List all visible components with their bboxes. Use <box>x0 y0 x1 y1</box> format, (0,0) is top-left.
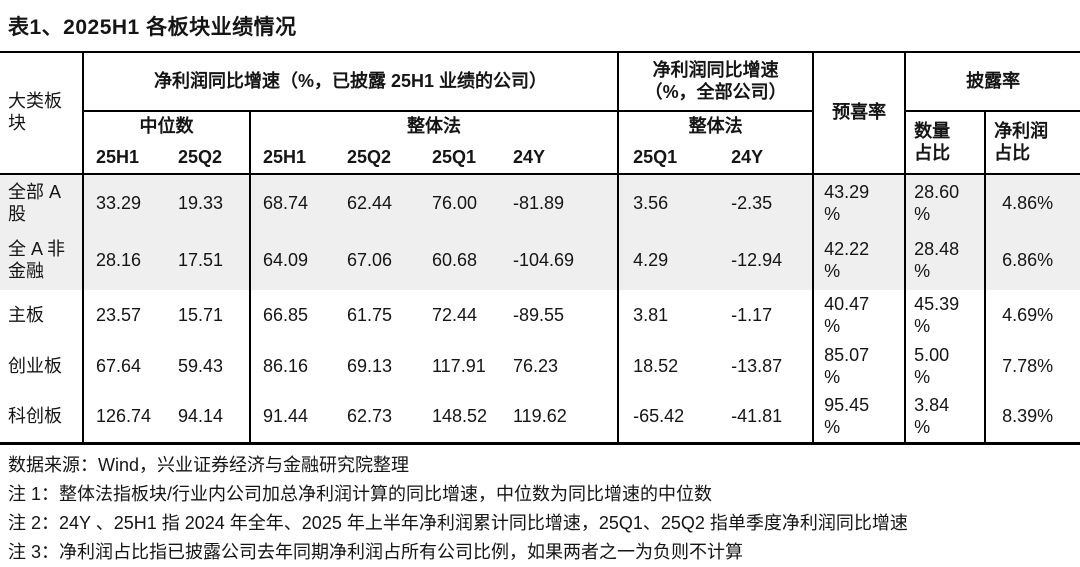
footnote-1: 注 1：整体法指板块/行业内公司加总净利润计算的同比增速，中位数为同比增速的中位… <box>8 483 713 504</box>
cell: 91.44 <box>250 392 335 445</box>
header-25h1-overall: 25H1 <box>250 142 335 175</box>
cell: 68.74 <box>250 174 335 232</box>
table-row-chinext: 创业板 67.64 59.43 86.16 69.13 117.91 76.23… <box>0 341 1080 392</box>
cell: 66.85 <box>263 304 309 325</box>
cell: 64.09 <box>250 232 335 290</box>
cell: 28.60 % <box>905 174 987 232</box>
row-label: 科创板 <box>0 392 84 445</box>
cell: 60.68 <box>420 232 505 290</box>
cell: 119.62 <box>505 392 620 445</box>
cell: 19.33 <box>166 174 251 232</box>
data-source-note: 数据来源：Wind，兴业证券经济与金融研究院整理 <box>8 454 410 475</box>
cell: 3.84 % <box>905 392 987 445</box>
cell: -89.55 <box>505 290 620 341</box>
header-group-disclosed-companies: 净利润同比增速（%，已披露 25H1 业绩的公司） <box>83 51 620 112</box>
cell: 148.52 <box>420 392 505 445</box>
header-24y-all: 24Y <box>715 142 815 175</box>
table-row-all-a-ex-financials: 全 A 非 金融 28.16 17.51 64.09 67.06 60.68 -… <box>0 232 1080 290</box>
header-row-methods: 中位数 整体法 整体法 数量 占比 净利润 占比 <box>0 111 1080 175</box>
cell: 15.71 <box>166 290 251 341</box>
header-forecast-rate: 预喜率 <box>813 51 907 175</box>
cell: -65.42 <box>618 392 716 445</box>
header-row-periods: 25H1 25Q2 25H1 25Q2 25Q1 24Y 25Q1 24Y <box>0 142 1080 175</box>
table-body: 全部 A 股 33.29 19.33 68.74 62.44 76.00 -81… <box>0 174 1080 445</box>
cell: 45.39 % <box>905 290 987 341</box>
cell: 7.78% <box>1002 355 1054 376</box>
cell: 17.51 <box>166 232 251 290</box>
cell: 94.14 <box>166 392 251 445</box>
table-title: 表1、2025H1 各板块业绩情况 <box>8 16 297 39</box>
cell: 23.57 <box>96 304 142 325</box>
cell: -104.69 <box>505 232 620 290</box>
cell: 43.29 % <box>813 174 907 232</box>
cell: 40.47 % <box>813 290 907 341</box>
cell: 67.06 <box>335 232 420 290</box>
header-count-ratio: 数量 占比 <box>905 111 987 175</box>
cell: 69.13 <box>347 355 393 376</box>
cell: -81.89 <box>505 174 620 232</box>
header-overall-method-disclosed: 整体法 <box>250 111 620 142</box>
cell: -12.94 <box>715 232 815 290</box>
header-overall-method-all: 整体法 <box>618 111 815 142</box>
cell: 76.00 <box>420 174 505 232</box>
header-25q1-all: 25Q1 <box>618 142 716 175</box>
header-24y-overall: 24Y <box>505 142 620 175</box>
cell: 62.44 <box>335 174 420 232</box>
table-row-main-board: 主板 23.57 15.71 66.85 61.75 72.44 -89.55 … <box>0 290 1080 341</box>
header-25h1-median: 25H1 <box>83 142 166 175</box>
cell: -2.35 <box>715 174 815 232</box>
cell: 62.73 <box>335 392 420 445</box>
cell: 33.29 <box>83 174 166 232</box>
cell: 76.23 <box>505 341 620 392</box>
cell: 72.44 <box>432 304 478 325</box>
cell: 42.22 % <box>813 232 907 290</box>
cell: 4.86% <box>985 174 1080 232</box>
cell: -13.87 <box>715 341 815 392</box>
cell: 95.45 % <box>813 392 907 445</box>
header-25q2-median: 25Q2 <box>166 142 251 175</box>
row-label: 创业板 <box>0 341 84 392</box>
cell: -1.17 <box>715 290 815 341</box>
row-label: 主板 <box>0 290 84 341</box>
header-profit-ratio: 净利润 占比 <box>985 111 1080 175</box>
cell: 4.29 <box>618 232 716 290</box>
cell: 28.48 % <box>905 232 987 290</box>
performance-table: 大类板 块 净利润同比增速（%，已披露 25H1 业绩的公司） 净利润同比增速 … <box>0 51 1080 445</box>
cell: 5.00 % <box>905 341 987 392</box>
cell: 3.81 <box>633 304 669 325</box>
header-disclosure-rate: 披露率 <box>905 51 1080 112</box>
cell: 59.43 <box>166 341 251 392</box>
table-header: 大类板 块 净利润同比增速（%，已披露 25H1 业绩的公司） 净利润同比增速 … <box>0 51 1080 175</box>
cell: 8.39% <box>985 392 1080 445</box>
header-25q1-overall: 25Q1 <box>420 142 505 175</box>
cell: 117.91 <box>432 355 486 376</box>
header-25q2-overall: 25Q2 <box>335 142 420 175</box>
cell: 126.74 <box>83 392 166 445</box>
cell: 28.16 <box>83 232 166 290</box>
row-label: 全 A 非 金融 <box>0 232 84 290</box>
cell: -41.81 <box>715 392 815 445</box>
cell: 4.69% <box>1002 304 1054 325</box>
cell: 6.86% <box>985 232 1080 290</box>
cell: 85.07 % <box>813 341 907 392</box>
header-row-groups: 大类板 块 净利润同比增速（%，已披露 25H1 业绩的公司） 净利润同比增速 … <box>0 51 1080 175</box>
cell: 61.75 <box>347 304 393 325</box>
row-label: 全部 A 股 <box>0 174 84 232</box>
footnote-3: 注 3：净利润占比指已披露公司去年同期净利润占所有公司比例，如果两者之一为负则不… <box>8 541 744 562</box>
header-group-all-companies: 净利润同比增速 （%，全部公司） <box>618 51 815 112</box>
table-row-star-market: 科创板 126.74 94.14 91.44 62.73 148.52 119.… <box>0 392 1080 445</box>
table-row-all-a-shares: 全部 A 股 33.29 19.33 68.74 62.44 76.00 -81… <box>0 174 1080 232</box>
cell: 18.52 <box>633 355 679 376</box>
cell: 67.64 <box>96 355 142 376</box>
table-footnotes: 数据来源：Wind，兴业证券经济与金融研究院整理 注 1：整体法指板块/行业内公… <box>0 445 1080 567</box>
cell: 86.16 <box>263 355 309 376</box>
header-category: 大类板 块 <box>0 51 84 175</box>
footnote-2: 注 2：24Y 、25H1 指 2024 年全年、2025 年上半年净利润累计同… <box>8 512 908 533</box>
header-median: 中位数 <box>83 111 251 142</box>
cell: 3.56 <box>618 174 716 232</box>
